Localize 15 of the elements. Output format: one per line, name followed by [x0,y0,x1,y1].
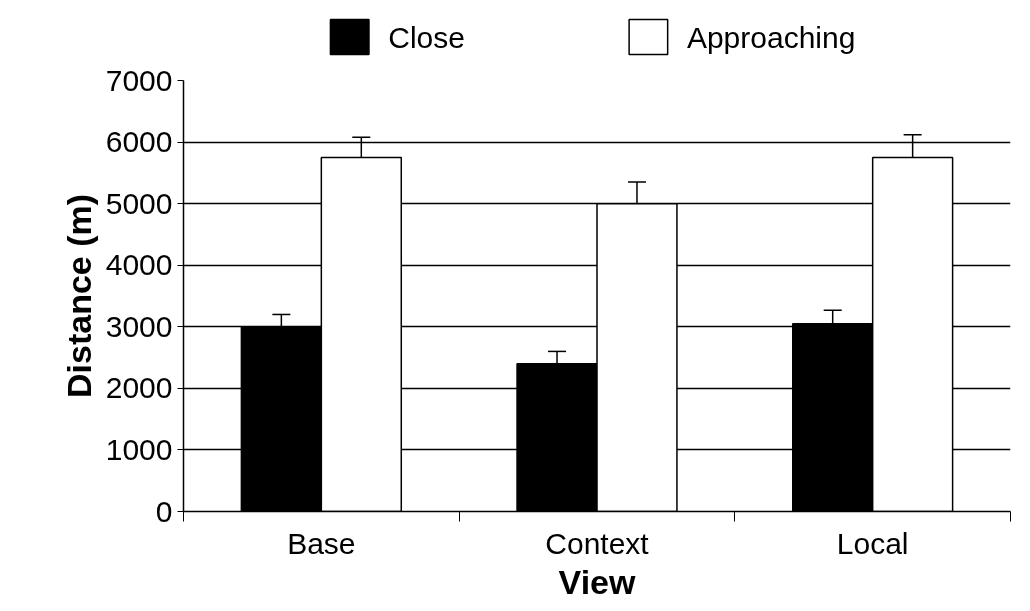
y-tick-label: 4000 [105,248,173,282]
legend-label: Close [388,21,465,54]
y-tick-label: 1000 [105,432,173,466]
y-tick-label: 5000 [105,186,173,220]
y-tick-label: 0 [155,494,173,528]
y-tick-label: 7000 [105,63,173,97]
x-tick-label: Context [545,526,650,560]
y-axis-title: Distance (m) [59,193,98,399]
x-tick-label: Local [836,526,909,560]
y-tick-label: 6000 [105,125,173,159]
x-axis-title: View [558,562,636,601]
legend-label: Approaching [686,21,856,54]
y-tick-label: 2000 [105,371,173,405]
x-tick-label: Base [287,526,356,560]
y-tick-label: 3000 [105,309,173,343]
